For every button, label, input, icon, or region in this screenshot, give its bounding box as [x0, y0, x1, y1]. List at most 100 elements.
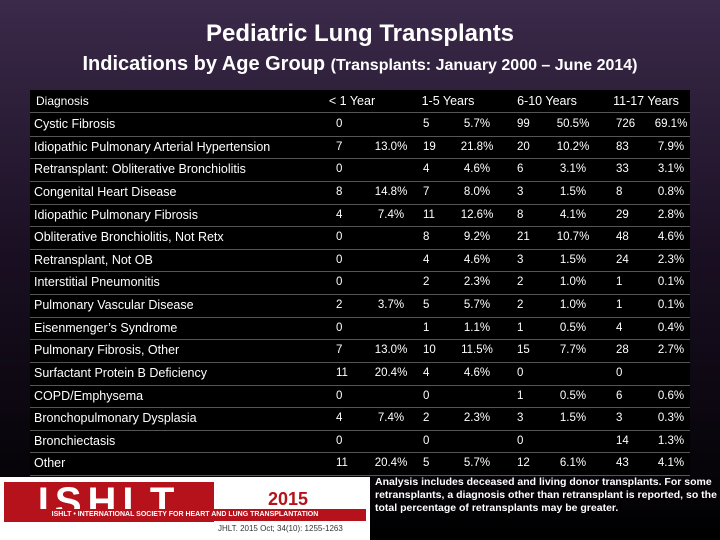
percent: 1.0% — [559, 299, 587, 311]
percent: 0.3% — [657, 412, 685, 425]
row-rule — [30, 339, 690, 341]
footer-logo-box: ISHLT ISHLT • INTERNATIONAL SOCIETY FOR … — [0, 477, 370, 540]
count: 7 — [336, 140, 343, 153]
count: 99 — [517, 118, 530, 130]
count: 7 — [336, 344, 343, 357]
count: 4 — [423, 366, 430, 379]
percent: 4.6% — [463, 163, 491, 176]
diagnosis: Pulmonary Fibrosis, Other — [34, 343, 180, 358]
count: 0 — [517, 366, 524, 379]
row-rule — [30, 271, 690, 273]
society-name: ISHLT • INTERNATIONAL SOCIETY FOR HEART … — [4, 509, 366, 521]
percent: 2.3% — [657, 253, 685, 266]
row-rule — [30, 316, 690, 318]
count: 14 — [616, 434, 629, 447]
percent: 13.0% — [374, 140, 408, 153]
percent: 3.7% — [377, 299, 405, 311]
percent: 20.4% — [374, 366, 408, 379]
percent: 2.3% — [463, 412, 491, 425]
count: 4 — [423, 253, 430, 266]
percent: 0.1% — [657, 276, 685, 289]
row-rule — [30, 429, 690, 431]
percent: 5.7% — [463, 118, 491, 130]
count: 1 — [616, 299, 623, 311]
count: 48 — [616, 231, 629, 244]
row-rule — [30, 452, 690, 454]
count: 4 — [336, 412, 343, 425]
count: 19 — [423, 140, 436, 153]
percent: 20.4% — [374, 457, 408, 470]
count: 726 — [616, 118, 636, 130]
count: 6 — [517, 163, 524, 176]
percent: 7.4% — [377, 208, 405, 221]
percent: 4.1% — [657, 457, 685, 470]
count: 0 — [336, 321, 343, 334]
diagnosis: COPD/Emphysema — [34, 388, 144, 403]
count: 4 — [423, 163, 430, 176]
diagnosis: Interstitial Pneumonitis — [34, 275, 160, 290]
percent: 1.5% — [559, 253, 587, 266]
count: 3 — [517, 253, 524, 266]
percent: 5.7% — [463, 457, 491, 470]
count: 11 — [336, 366, 348, 379]
count: 33 — [616, 163, 629, 176]
diagnosis: Retransplant: Obliterative Bronchiolitis — [34, 162, 246, 177]
diagnosis: Retransplant, Not OB — [34, 252, 153, 267]
count: 8 — [336, 185, 343, 198]
row-rule — [30, 361, 690, 363]
percent: 50.5% — [556, 118, 590, 130]
percent: 4.6% — [463, 253, 491, 266]
count: 11 — [336, 457, 348, 470]
subtitle-main: Indications by Age Group — [82, 53, 326, 75]
count: 0 — [336, 434, 343, 447]
title: Pediatric Lung Transplants — [205, 20, 515, 47]
subtitle: Indications by Age Group (Transplants: J… — [0, 53, 720, 76]
count: 2 — [517, 276, 524, 289]
header-diagnosis: Diagnosis — [36, 94, 89, 108]
header-age: 6-10 Years — [517, 94, 577, 108]
count: 3 — [517, 412, 524, 425]
percent: 69.1% — [654, 118, 688, 130]
percent: 11.5% — [461, 344, 493, 357]
percent: 7.4% — [377, 412, 405, 425]
count: 2 — [336, 299, 343, 311]
row-rule — [30, 226, 690, 228]
diagnosis: Pulmonary Vascular Disease — [34, 298, 194, 312]
diagnosis: Bronchopulmonary Dysplasia — [34, 411, 197, 426]
percent: 2.3% — [463, 276, 491, 289]
header-age: 1-5 Years — [421, 94, 475, 108]
count: 28 — [616, 344, 629, 357]
count: 0 — [336, 253, 343, 266]
percent: 13.0% — [374, 344, 408, 357]
diagnosis: Bronchiectasis — [34, 433, 116, 448]
diagnosis: Surfactant Protein B Deficiency — [34, 365, 207, 380]
percent: 10.2% — [556, 140, 590, 153]
percent: 4.1% — [559, 208, 587, 221]
diagnosis: Idiopathic Pulmonary Fibrosis — [34, 207, 198, 222]
count: 6 — [616, 389, 623, 402]
diagnosis: Obliterative Bronchiolitis, Not Retx — [34, 230, 224, 245]
percent: 12.6% — [460, 208, 494, 221]
percent: 0.8% — [657, 185, 685, 198]
percent: 1.5% — [559, 185, 587, 198]
row-rule — [30, 407, 690, 409]
count: 0 — [423, 434, 430, 447]
row-rule — [30, 203, 690, 205]
percent: 1.5% — [559, 412, 587, 425]
count: 1 — [616, 276, 623, 289]
percent: 8.0% — [463, 185, 491, 198]
percent: 0.6% — [657, 389, 685, 402]
count: 7 — [423, 185, 430, 198]
percent: 3.1% — [559, 163, 587, 176]
percent: 3.1% — [657, 163, 685, 176]
header-rule — [30, 112, 690, 113]
count: 0 — [336, 118, 343, 130]
count: 43 — [616, 457, 629, 470]
diagnosis: Cystic Fibrosis — [34, 117, 116, 131]
percent: 2.7% — [657, 344, 685, 357]
citation: JHLT. 2015 Oct; 34(10): 1255-1263 — [218, 524, 343, 533]
diagnosis: Eisenmenger’s Syndrome — [34, 320, 178, 335]
count: 0 — [616, 366, 623, 379]
row-rule — [30, 475, 690, 476]
